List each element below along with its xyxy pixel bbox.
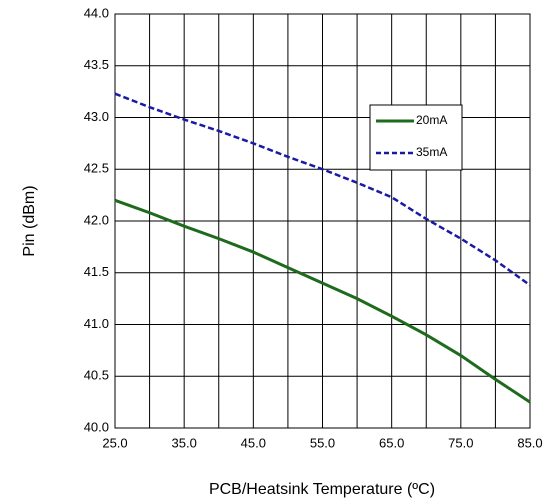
y-tick-label: 41.5 [84, 264, 109, 279]
x-tick-label: 35.0 [172, 435, 197, 450]
y-tick-label: 43.5 [84, 57, 109, 72]
y-axis-label: Pin (dBm) [21, 185, 38, 256]
x-tick-label: 55.0 [310, 435, 335, 450]
x-tick-label: 25.0 [102, 435, 127, 450]
x-tick-label: 65.0 [379, 435, 404, 450]
x-axis-label: PCB/Heatsink Temperature (ºC) [209, 481, 435, 498]
plot-frame [114, 13, 531, 429]
legend-label: 20mA [416, 113, 447, 127]
x-tick-label: 45.0 [241, 435, 266, 450]
y-tick-label: 41.0 [84, 316, 109, 331]
y-tick-label: 43.0 [84, 109, 109, 124]
x-tick-label: 85.0 [517, 435, 542, 450]
x-tick-label: 75.0 [448, 435, 473, 450]
y-tick-label: 40.0 [84, 419, 109, 434]
legend-label: 35mA [416, 145, 447, 159]
y-tick-label: 40.5 [84, 368, 109, 383]
data-line [114, 92, 531, 287]
y-tick-label: 42.5 [84, 161, 109, 176]
y-tick-label: 42.0 [84, 212, 109, 227]
y-tick-label: 44.0 [84, 5, 109, 20]
data-line [114, 198, 531, 404]
legend-box [369, 104, 463, 171]
